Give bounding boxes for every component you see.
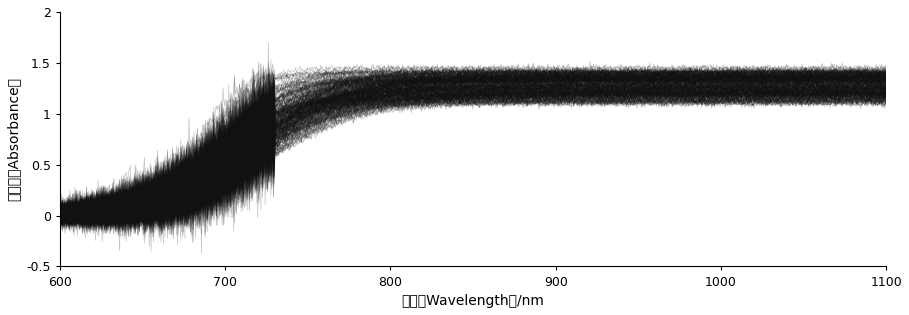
Y-axis label: 吸光率（Absorbance）: 吸光率（Absorbance） bbox=[7, 77, 21, 201]
X-axis label: 波长（Wavelength）/nm: 波长（Wavelength）/nm bbox=[402, 294, 544, 308]
